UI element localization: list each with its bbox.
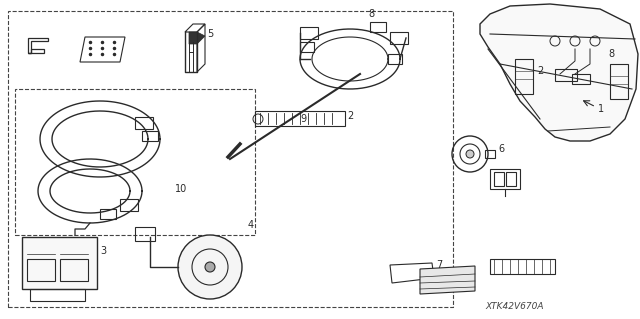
Polygon shape [420,266,475,294]
Bar [135,117,153,129]
Bar [390,32,408,44]
Bar [370,22,386,32]
Bar [120,199,138,211]
Bar [27,259,55,281]
Text: 6: 6 [498,144,504,154]
Bar [15,89,255,235]
Polygon shape [480,4,638,141]
Text: 9: 9 [300,114,306,124]
Text: 10: 10 [175,184,188,194]
Bar [255,111,345,126]
Bar [515,59,533,94]
Circle shape [466,150,474,158]
Bar [555,69,577,81]
Bar [135,227,155,241]
Bar [494,172,504,186]
Text: 5: 5 [207,29,213,39]
Bar [490,259,555,274]
Bar [485,150,495,158]
Bar [388,54,402,64]
Text: 1: 1 [598,104,604,114]
Bar [300,27,318,39]
Bar [100,209,116,219]
Bar [8,11,453,307]
Text: 3: 3 [100,246,106,256]
Circle shape [205,262,215,272]
Text: 8: 8 [368,9,374,19]
Bar [22,237,97,289]
Bar [30,289,85,301]
Circle shape [178,235,242,299]
Bar [610,64,628,99]
Text: 8: 8 [608,49,614,59]
Polygon shape [189,32,205,44]
Bar [60,259,88,281]
Text: 2: 2 [537,66,543,76]
Text: XTK42V670A: XTK42V670A [485,302,543,311]
Bar [572,74,590,84]
Bar [300,42,314,52]
Bar [142,131,158,141]
Bar [490,169,520,189]
Bar [506,172,516,186]
Text: 2: 2 [347,111,353,121]
Text: 4: 4 [248,220,254,230]
Text: 7: 7 [436,260,442,270]
